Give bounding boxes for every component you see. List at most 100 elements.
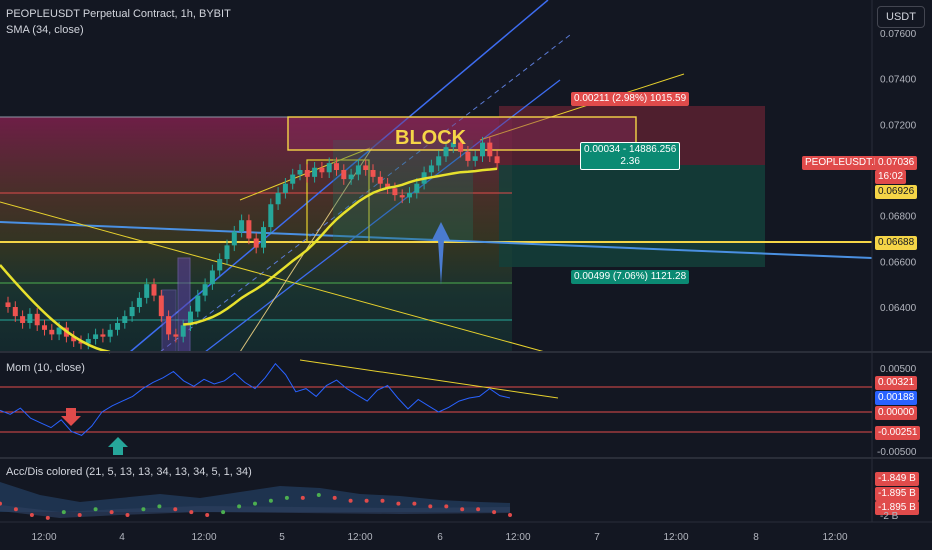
acc-dot: [125, 513, 130, 517]
candle-body: [443, 147, 449, 157]
acc-dis-title: Acc/Dis colored (21, 5, 13, 13, 34, 13, …: [6, 466, 252, 478]
acc-dot: [173, 507, 178, 512]
yellow-trend-line: [479, 73, 685, 141]
acc-dot: [77, 513, 82, 517]
ratio-line-2: 2.36: [620, 156, 640, 167]
candle-body: [326, 163, 332, 173]
price-tick-label: 0.06800: [880, 212, 917, 223]
channel-line: [204, 79, 561, 353]
candle-body: [465, 151, 471, 161]
mom-tag: 0.00321: [875, 376, 918, 390]
candle-body: [458, 142, 464, 152]
acc-dot: [332, 495, 337, 500]
acc-dot: [396, 501, 401, 506]
time-tick-label: 12:00: [191, 532, 216, 543]
pump-box: [177, 257, 191, 353]
candle-body: [239, 220, 245, 232]
candle-body: [450, 142, 456, 148]
acc-dot: [316, 493, 321, 497]
candle-body: [377, 176, 383, 184]
down-arrow: [61, 408, 81, 426]
acc-dot: [45, 515, 50, 520]
acc-tag: -1.895 B: [875, 487, 919, 501]
acc-dot: [237, 504, 242, 509]
candle-body: [42, 325, 47, 330]
candle-body: [392, 188, 398, 196]
candle-body: [290, 174, 296, 184]
candle-body: [363, 165, 369, 170]
acc-dot: [300, 495, 305, 500]
acc-dot: [61, 510, 66, 515]
chart-title: PEOPLEUSDT Perpetual Contract, 1h, BYBIT: [6, 8, 231, 20]
candle-body: [115, 322, 120, 330]
mom-tag: 0.00188: [875, 391, 918, 405]
acc-dot: [444, 504, 449, 509]
time-tick-label: 8: [753, 532, 759, 543]
acc-tag: -1.849 B: [875, 472, 919, 486]
acc-dot: [492, 510, 497, 515]
acc-tag: -1.895 B: [875, 501, 919, 515]
candle-body: [385, 183, 391, 189]
candle-body: [480, 142, 485, 157]
price-tick-label: 0.06400: [880, 303, 917, 314]
candle-body: [93, 334, 99, 339]
candle-body: [151, 284, 157, 296]
sma-value-tag: 0.06926: [875, 185, 918, 199]
candle-body: [275, 192, 281, 205]
candle-body: [341, 170, 347, 180]
acc-dot: [476, 507, 481, 512]
time-tick-label: 12:00: [347, 532, 372, 543]
up-arrow-mom: [108, 437, 128, 455]
candle-body: [494, 156, 500, 164]
time-axis: 12:00 4 12:00 5 12:00 6 12:00 7 12:00 8 12:00: [31, 532, 847, 543]
acc-dot: [141, 507, 146, 512]
ratio-line-1: 0.00034 - 14886.256: [584, 144, 677, 155]
acc-dot: [412, 501, 417, 506]
candle-body: [195, 295, 201, 312]
candles-group: [5, 136, 500, 350]
block-label: BLOCK: [395, 127, 467, 149]
up-arrow: [432, 222, 450, 285]
target-label: 0.00211 (2.98%) 1015.59: [571, 92, 690, 106]
candle-body: [144, 284, 150, 298]
acc-dots-group: [0, 493, 512, 520]
acc-dot: [284, 495, 289, 500]
candle-body: [304, 170, 310, 177]
candle-body: [399, 195, 405, 198]
stop-label: 0.00499 (7.06%) 1121.28: [571, 270, 690, 284]
last-price-tag: 0.07036: [875, 156, 918, 170]
candle-body: [107, 329, 113, 337]
currency-button[interactable]: USDT: [877, 6, 925, 28]
acc-dot: [268, 498, 273, 503]
candle-body: [85, 338, 91, 344]
price-tick-label: 0.07200: [880, 120, 917, 131]
time-tick-label: 12:00: [31, 532, 56, 543]
candle-body: [100, 334, 106, 337]
candle-body: [246, 220, 252, 239]
acc-lower-band: [0, 505, 511, 519]
price-tick-label: 0.06600: [880, 257, 917, 268]
candle-body: [158, 295, 164, 317]
candle-body: [355, 165, 361, 175]
candle-body: [414, 183, 420, 193]
candle-body: [71, 336, 77, 342]
acc-dot: [29, 513, 34, 517]
level-tag: 0.06688: [875, 236, 918, 250]
candle-body: [428, 165, 434, 173]
time-tick-label: 12:00: [505, 532, 530, 543]
candle-body: [407, 192, 412, 198]
candle-body: [436, 156, 442, 166]
candle-body: [217, 259, 223, 271]
range-box: [333, 140, 473, 240]
time-tick-label: 5: [279, 532, 285, 543]
candle-body: [12, 307, 18, 317]
candle-body: [34, 313, 40, 326]
candle-body: [282, 183, 288, 193]
acc-tick: -2 B: [880, 511, 899, 522]
ratio-label: 0.00034 - 14886.256 2.36: [580, 142, 681, 170]
sma-line: [183, 167, 498, 326]
consolidation-box: [306, 159, 370, 243]
candle-body: [231, 231, 237, 246]
price-tick-label: 0.07600: [880, 29, 917, 40]
